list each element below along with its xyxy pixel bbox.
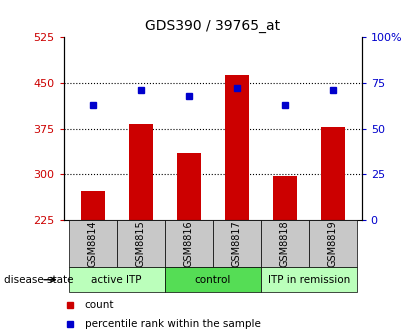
Title: GDS390 / 39765_at: GDS390 / 39765_at bbox=[145, 19, 280, 33]
Bar bbox=[129, 124, 152, 220]
Bar bbox=[321, 127, 345, 220]
Text: percentile rank within the sample: percentile rank within the sample bbox=[85, 319, 261, 329]
Text: ITP in remission: ITP in remission bbox=[268, 275, 350, 285]
Text: GSM8819: GSM8819 bbox=[328, 220, 338, 267]
Bar bbox=[225, 75, 249, 220]
Bar bbox=[261, 220, 309, 267]
Bar bbox=[261, 267, 357, 292]
Bar bbox=[213, 220, 261, 267]
Text: control: control bbox=[194, 275, 231, 285]
Text: GSM8816: GSM8816 bbox=[184, 220, 194, 267]
Text: GSM8814: GSM8814 bbox=[88, 220, 97, 267]
Bar bbox=[165, 267, 261, 292]
Text: GSM8817: GSM8817 bbox=[232, 220, 242, 267]
Text: GSM8815: GSM8815 bbox=[136, 220, 145, 267]
Bar bbox=[273, 176, 297, 220]
Bar bbox=[165, 220, 213, 267]
Text: disease state: disease state bbox=[4, 275, 74, 285]
Bar bbox=[69, 220, 117, 267]
Bar bbox=[177, 153, 201, 220]
Bar bbox=[309, 220, 357, 267]
Bar bbox=[69, 267, 165, 292]
Bar bbox=[117, 220, 165, 267]
Text: count: count bbox=[85, 300, 114, 309]
Text: active ITP: active ITP bbox=[91, 275, 142, 285]
Bar bbox=[81, 192, 104, 220]
Text: GSM8818: GSM8818 bbox=[280, 220, 290, 267]
